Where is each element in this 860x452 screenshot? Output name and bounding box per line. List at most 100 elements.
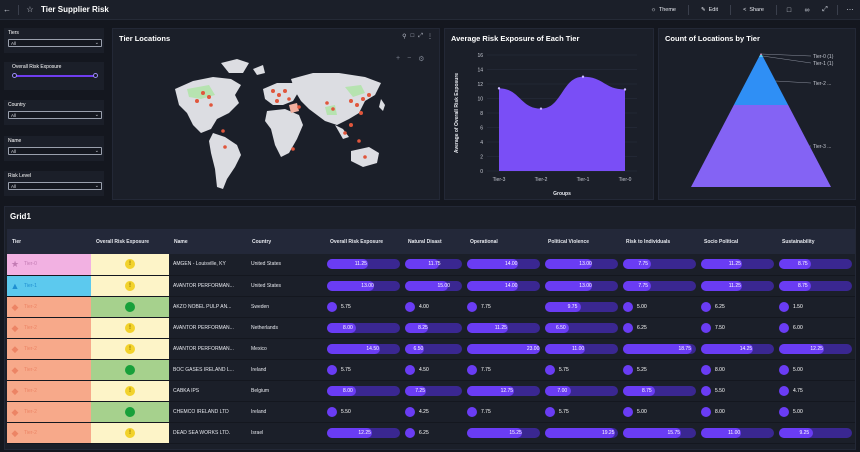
location-marker[interactable] (367, 93, 371, 97)
location-marker[interactable] (287, 97, 291, 101)
location-marker[interactable] (207, 95, 211, 99)
score-bar-fill (545, 385, 571, 396)
location-marker[interactable] (357, 139, 361, 143)
table-row[interactable]: ◆ Tier-2 BOC GASES IRELAND L... Ireland 5.75… (7, 359, 855, 381)
table-row[interactable]: ◆ Tier-2 DEAD SEA WORKS LTD.Israel 12.25 6.2… (7, 422, 855, 444)
supplier-name-cell: AVANTOR PERFORMAN... (169, 338, 247, 360)
location-marker[interactable] (331, 107, 335, 111)
location-marker[interactable] (361, 97, 365, 101)
pyramid-segment[interactable] (691, 105, 831, 187)
score-bar: 5.50 (327, 406, 400, 417)
column-header[interactable]: Country (247, 229, 325, 254)
world-map[interactable] (113, 29, 441, 201)
edit-button[interactable]: ✎ Edit (701, 7, 719, 13)
data-point[interactable] (497, 87, 501, 90)
star-icon[interactable]: ☆ (26, 5, 34, 14)
data-point[interactable] (623, 88, 627, 91)
table-row[interactable]: ◆ Tier-2 AVANTOR PERFORMAN...Netherlands 8.… (7, 317, 855, 339)
column-header[interactable]: Sustainability (777, 229, 855, 254)
column-header[interactable]: Socio Political (699, 229, 777, 254)
location-marker[interactable] (209, 103, 213, 107)
zoom-out-icon[interactable]: − (407, 55, 412, 62)
score-cell: 6.25 (699, 296, 777, 318)
location-marker[interactable] (349, 123, 353, 127)
binoculars-icon[interactable]: ∞ (804, 6, 810, 14)
y-tick-label: 6 (480, 126, 483, 132)
location-count-pyramid-chart[interactable]: Tier-0 (1)Tier-1 (1) Tier-2 ... Tier-3 ... (659, 29, 857, 201)
pyramid-segment[interactable] (733, 57, 789, 105)
pencil-icon: ✎ (701, 7, 706, 13)
location-marker[interactable] (223, 145, 227, 149)
pyramid-segment[interactable] (758, 55, 764, 57)
location-marker[interactable] (343, 131, 347, 135)
table-row[interactable]: ◆ Tier-2 AVANTOR PERFORMAN...Mexico 14.50 6.… (7, 338, 855, 360)
location-marker[interactable] (355, 103, 359, 107)
location-marker[interactable] (291, 147, 295, 151)
comment-icon[interactable]: □ (410, 33, 415, 39)
pin-icon[interactable]: ⚲ (402, 34, 407, 40)
status-warning-icon (125, 427, 135, 438)
score-value: 4.75 (793, 387, 803, 394)
data-point[interactable] (581, 75, 585, 78)
avg-risk-area-chart[interactable]: 0 2 4 6 8 10 12 14 16 Tier-3 Tier-2 Tier-1 Tier-0 Gro… (445, 29, 655, 201)
location-marker[interactable] (297, 105, 301, 109)
location-marker[interactable] (275, 99, 279, 103)
more-menu-icon[interactable]: ⋯ (846, 7, 854, 14)
score-value: 13.00 (579, 261, 592, 268)
theme-button[interactable]: ☼ Theme (650, 7, 676, 13)
location-marker[interactable] (195, 99, 199, 103)
name-select[interactable]: All ⌄ (8, 147, 102, 155)
risk-level-select[interactable]: All ⌄ (8, 182, 102, 190)
table-row[interactable]: ◆ Tier-2 CHEMCO IRELAND LTD Ireland 5.50 4.25… (7, 401, 855, 423)
pyramid-segment[interactable] (759, 53, 763, 55)
location-marker[interactable] (271, 89, 275, 93)
more-menu-icon[interactable]: ⋮ (427, 34, 433, 40)
location-marker[interactable] (221, 129, 225, 133)
reset-view-icon[interactable]: ⚙ (418, 56, 425, 63)
column-header[interactable]: Natural Disast (403, 229, 465, 254)
table-row[interactable]: ▲ Tier-1 AVANTOR PERFORMAN...United States… (7, 275, 855, 297)
location-marker[interactable] (363, 155, 367, 159)
table-row[interactable]: ◆ Tier-2 AKZO NOBEL PULP AN... Sweden 5.75 4.… (7, 296, 855, 318)
column-header[interactable]: Operational (465, 229, 543, 254)
score-bar-fill (545, 343, 586, 354)
location-marker[interactable] (359, 111, 363, 115)
data-point[interactable] (539, 107, 543, 110)
expand-icon[interactable]: ⤢ (822, 6, 828, 13)
filter-name: Name All ⌄ (4, 136, 104, 161)
filter-label: Tiers (8, 30, 19, 36)
location-marker[interactable] (349, 99, 353, 103)
column-header[interactable]: Tier (7, 229, 91, 254)
score-bar: 13.00 (327, 280, 400, 291)
y-tick-label: 8 (480, 111, 483, 117)
country-cell: United States (247, 254, 325, 276)
expand-icon[interactable]: ⤢ (418, 33, 423, 39)
location-marker[interactable] (277, 93, 281, 97)
score-bar: 12.25 (779, 343, 852, 354)
share-button[interactable]: < Share (743, 7, 764, 13)
column-header[interactable]: Political Violence (543, 229, 621, 254)
area-series[interactable] (499, 76, 625, 171)
score-value: 5.00 (637, 408, 647, 415)
risk-range-slider[interactable] (12, 73, 98, 78)
column-header[interactable]: Name (169, 229, 247, 254)
back-arrow-icon[interactable]: ← (3, 5, 11, 14)
column-header[interactable]: Overall Risk Exposure (325, 229, 403, 254)
comment-icon[interactable]: □ (786, 6, 792, 14)
slider-min-handle[interactable] (12, 73, 17, 78)
location-marker[interactable] (283, 89, 287, 93)
score-cell: 8.75 (777, 275, 855, 297)
supplier-name-cell: CHEMCO IRELAND LTD (169, 401, 247, 423)
zoom-in-icon[interactable]: + (396, 55, 401, 62)
score-cell: 5.50 (325, 401, 403, 423)
location-marker[interactable] (325, 101, 329, 105)
location-markers[interactable] (195, 89, 371, 159)
country-select[interactable]: All ⌄ (8, 111, 102, 119)
slider-max-handle[interactable] (93, 73, 98, 78)
tiers-select[interactable]: All ⌄ (8, 39, 102, 47)
column-header[interactable]: Overall Risk Exposure (91, 229, 169, 254)
column-header[interactable]: Risk to Individuals (621, 229, 699, 254)
location-marker[interactable] (201, 91, 205, 95)
